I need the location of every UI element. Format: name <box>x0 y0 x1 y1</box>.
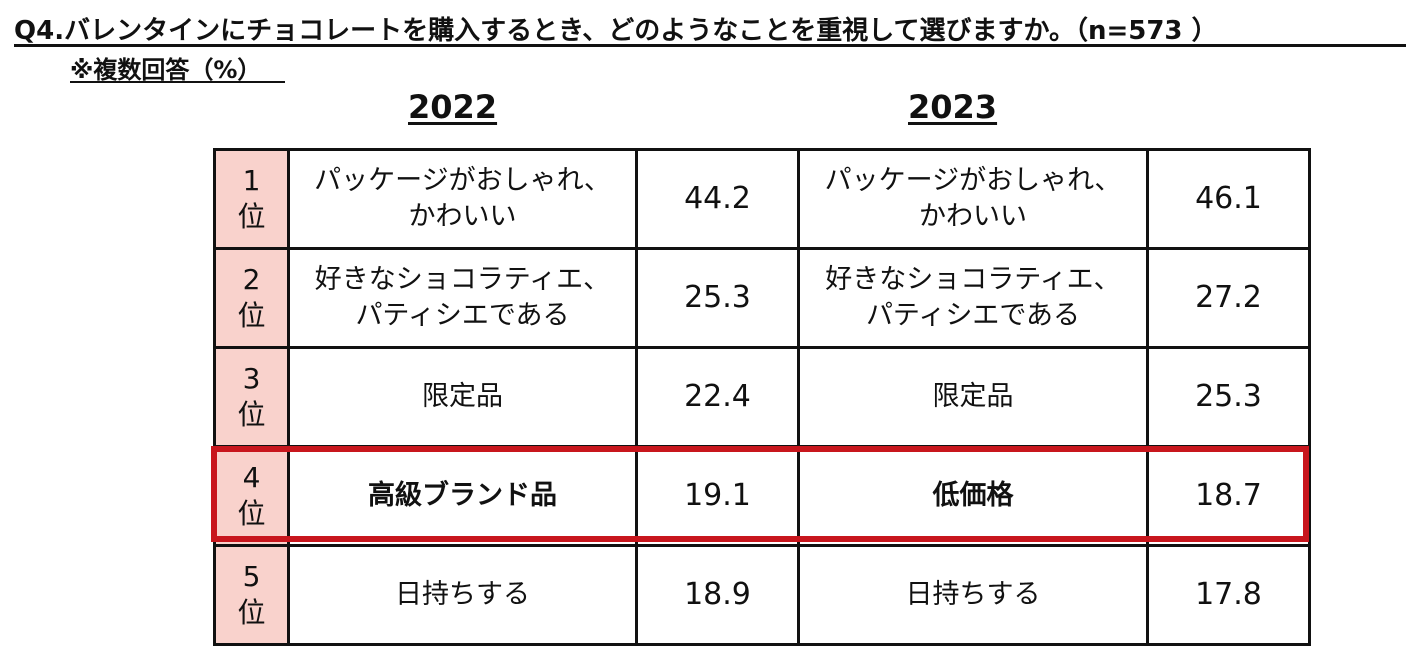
item-2022: 限定品 <box>287 346 638 448</box>
value-2022: 19.1 <box>635 445 800 547</box>
rank-number: 3 <box>242 362 261 395</box>
item-2022: 好きなショコラティエ、 パティシエである <box>287 247 638 349</box>
multiple-answer-note: ※複数回答（%） <box>70 56 262 84</box>
year-2023-heading: 2023 <box>908 88 998 126</box>
note-underline <box>70 81 285 83</box>
item-2023-text: パッケージがおしゃれ、 かわいい <box>824 165 1122 232</box>
rank-number: 1 <box>242 164 261 197</box>
value-2022: 18.9 <box>635 544 800 646</box>
title-underline <box>14 44 1406 47</box>
rank-suffix: 位 <box>237 398 266 431</box>
value-2022: 22.4 <box>635 346 800 448</box>
rank-number: 4 <box>242 461 261 494</box>
page-title: Q4.バレンタインにチョコレートを購入するとき、どのようなことを重視して選びます… <box>14 16 1218 46</box>
rank-suffix: 位 <box>237 299 266 332</box>
value-2022: 25.3 <box>635 247 800 349</box>
value-2023: 46.1 <box>1146 148 1311 250</box>
item-2022: パッケージがおしゃれ、 かわいい <box>287 148 638 250</box>
value-2023: 17.8 <box>1146 544 1311 646</box>
item-2023: パッケージがおしゃれ、 かわいい <box>797 148 1149 250</box>
year-2022-heading: 2022 <box>408 88 498 126</box>
item-2023: 日持ちする <box>797 544 1149 646</box>
item-2023-text: 好きなショコラティエ、 パティシエである <box>825 264 1121 331</box>
item-2022: 日持ちする <box>287 544 638 646</box>
rank-number: 2 <box>242 263 261 296</box>
item-2023: 限定品 <box>797 346 1149 448</box>
item-2022-text: パッケージがおしゃれ、 かわいい <box>314 165 611 232</box>
value-2022: 44.2 <box>635 148 800 250</box>
item-2023: 好きなショコラティエ、 パティシエである <box>797 247 1149 349</box>
rank-suffix: 位 <box>237 596 266 629</box>
item-2022: 高級ブランド品 <box>287 445 638 547</box>
rank-suffix: 位 <box>237 497 266 530</box>
item-2023: 低価格 <box>797 445 1149 547</box>
rank-suffix: 位 <box>237 200 266 233</box>
item-2022-text: 好きなショコラティエ、 パティシエである <box>314 264 611 331</box>
value-2023: 27.2 <box>1146 247 1311 349</box>
rank-number: 5 <box>242 560 261 593</box>
value-2023: 18.7 <box>1146 445 1311 547</box>
value-2023: 25.3 <box>1146 346 1311 448</box>
